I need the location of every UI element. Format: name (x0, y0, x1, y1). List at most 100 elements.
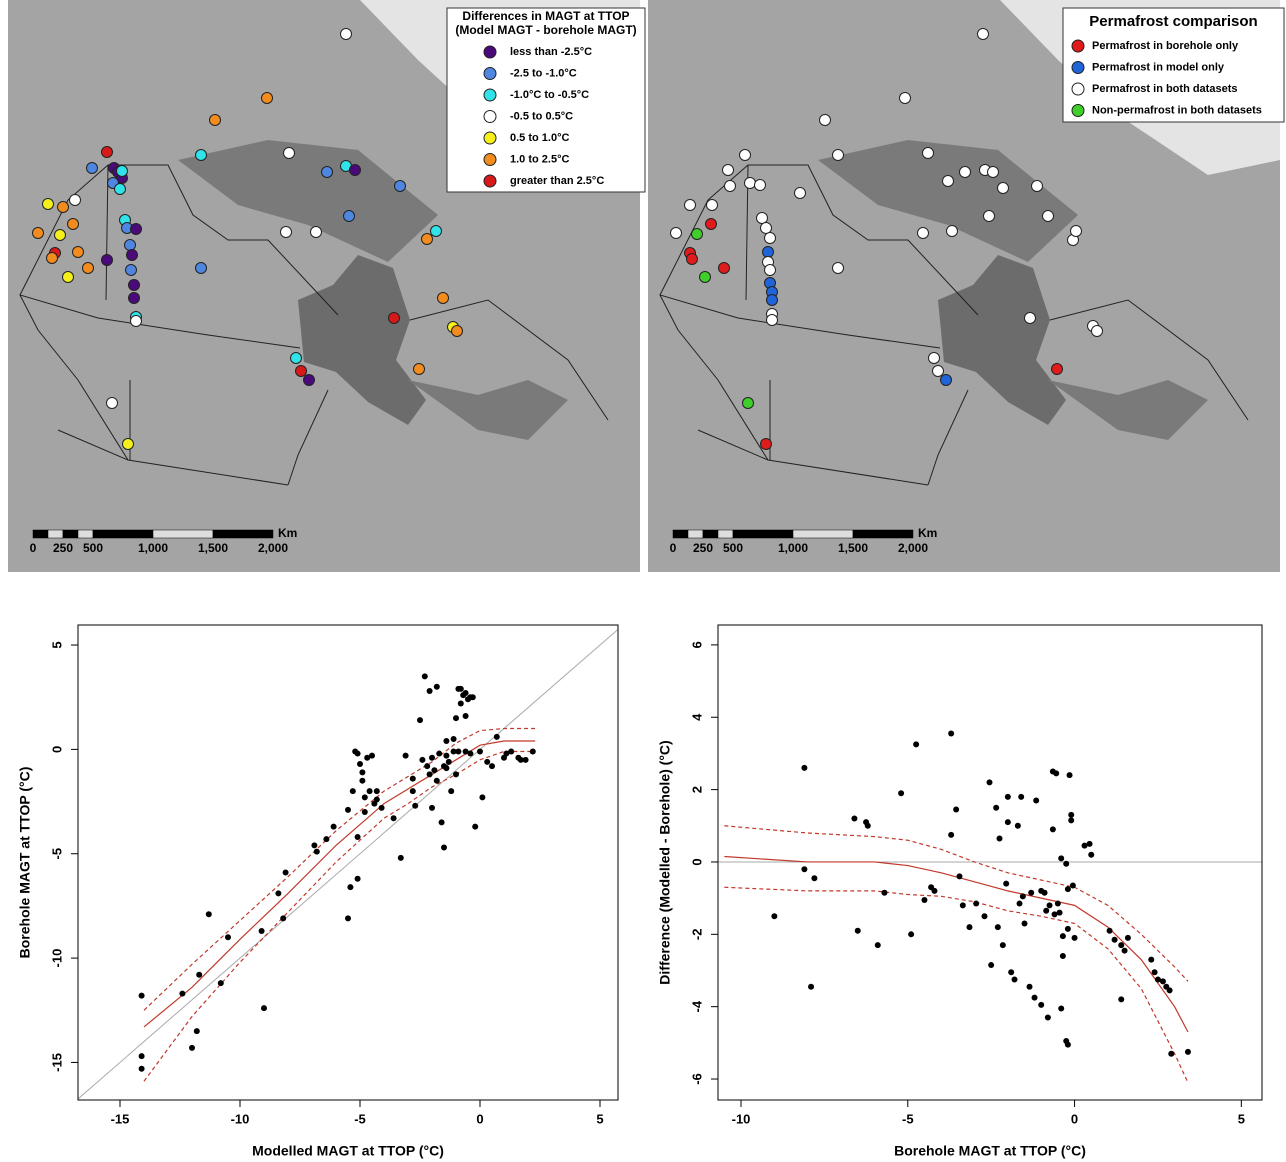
point (1125, 935, 1131, 941)
map-point (1052, 364, 1063, 375)
map-point (129, 280, 140, 291)
x-tick-label: 5 (596, 1111, 603, 1126)
point (1185, 1049, 1191, 1055)
map-point (102, 147, 113, 158)
scale-bar-label: 2,000 (898, 541, 928, 555)
point (811, 875, 817, 881)
point (139, 993, 145, 999)
scale-bar-segment (673, 530, 688, 538)
map-point (389, 313, 400, 324)
scale-bar-label: 0 (30, 541, 37, 555)
map-point (1071, 226, 1082, 237)
point (1008, 969, 1014, 975)
x-tick-label: 5 (1238, 1111, 1245, 1126)
point (367, 788, 373, 794)
point (1065, 1042, 1071, 1048)
map-point (73, 247, 84, 258)
legend-label: -0.5 to 0.5°C (510, 110, 573, 122)
point (463, 690, 469, 696)
legend-label: Permafrost in model only (1092, 61, 1225, 73)
point (1020, 893, 1026, 899)
point (1148, 957, 1154, 963)
map-point (107, 398, 118, 409)
point (1045, 1015, 1051, 1021)
point (283, 870, 289, 876)
point (139, 1066, 145, 1072)
map-point (685, 200, 696, 211)
map-point (988, 167, 999, 178)
point (1058, 855, 1064, 861)
legend-swatch (484, 89, 496, 101)
point (1003, 881, 1009, 887)
scale-bar-segment (718, 530, 733, 538)
map-point (820, 115, 831, 126)
map-point (918, 228, 929, 239)
point (908, 931, 914, 937)
x-tick-label: 0 (476, 1111, 483, 1126)
scale-bar-segment (78, 530, 93, 538)
scale-bar-segment (733, 530, 793, 538)
map-point (998, 183, 1009, 194)
scale-bar-unit: Km (278, 526, 297, 540)
map-point (1043, 211, 1054, 222)
point (1068, 812, 1074, 818)
legend-label: less than -2.5°C (510, 46, 592, 58)
map-point (900, 93, 911, 104)
map-point (757, 213, 768, 224)
point (479, 794, 485, 800)
map-point (43, 199, 54, 210)
point (1022, 920, 1028, 926)
point (898, 790, 904, 796)
scale-bar-label: 2,000 (258, 541, 288, 555)
point (1042, 890, 1048, 896)
point (921, 897, 927, 903)
legend-swatch (484, 111, 496, 123)
point (448, 788, 454, 794)
point (1088, 852, 1094, 858)
y-tick-label: 6 (689, 641, 704, 648)
point (997, 835, 1003, 841)
fit-line (144, 729, 535, 1011)
point (359, 778, 365, 784)
map-point (941, 375, 952, 386)
x-tick-label: -10 (231, 1111, 250, 1126)
map-point (83, 263, 94, 274)
point (374, 788, 380, 794)
map-point (131, 224, 142, 235)
legend-label: -2.5 to -1.0°C (510, 67, 577, 79)
point (331, 824, 337, 830)
point (948, 832, 954, 838)
point (446, 759, 452, 765)
point (355, 751, 361, 757)
scale-bar-segment (213, 530, 273, 538)
legend-swatch (484, 132, 496, 144)
map-point (125, 240, 136, 251)
map-point (929, 353, 940, 364)
point (1065, 886, 1071, 892)
point (463, 713, 469, 719)
scale-bar-label: 250 (53, 541, 73, 555)
map-point (960, 167, 971, 178)
y-tick-label: 4 (689, 713, 704, 721)
point (398, 855, 404, 861)
point (441, 844, 447, 850)
map-point (55, 230, 66, 241)
point (355, 834, 361, 840)
point (1057, 910, 1063, 916)
point (1112, 937, 1118, 943)
scale-bar-segment (688, 530, 703, 538)
map-point (1025, 313, 1036, 324)
map-point (33, 228, 44, 239)
map-point (281, 227, 292, 238)
point (427, 688, 433, 694)
point (410, 776, 416, 782)
point (1168, 1051, 1174, 1057)
point (1033, 797, 1039, 803)
map-point (196, 263, 207, 274)
scale-bar-label: 500 (83, 541, 103, 555)
point (225, 934, 231, 940)
scale-bar-segment (703, 530, 718, 538)
map-point (723, 165, 734, 176)
legend-swatch (1072, 40, 1084, 52)
point (1167, 987, 1173, 993)
